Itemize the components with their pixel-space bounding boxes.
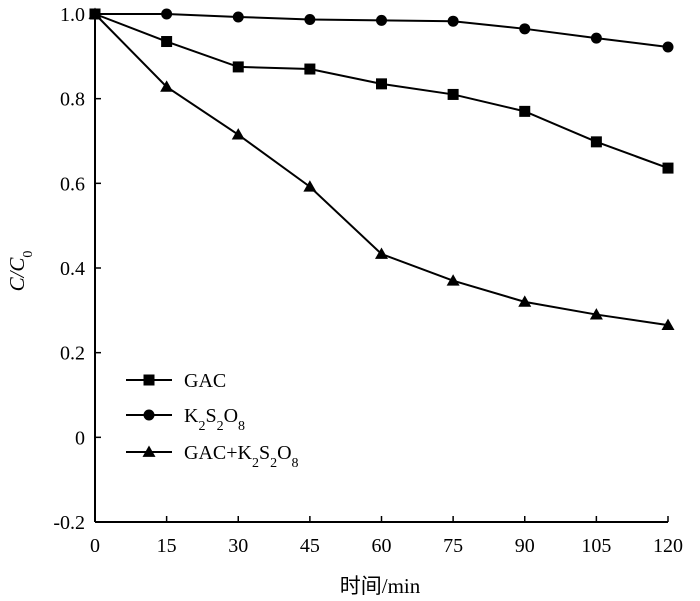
data-point xyxy=(160,80,174,92)
x-tick-label: 60 xyxy=(372,535,392,557)
data-point xyxy=(161,8,173,20)
series-square xyxy=(89,8,674,174)
x-axis-title: 时间/min xyxy=(340,574,421,598)
y-tick-label: 0.2 xyxy=(60,343,85,365)
data-point xyxy=(376,14,387,26)
data-point xyxy=(446,274,460,286)
y-tick-label: 0.8 xyxy=(60,89,85,111)
y-tick-label: 1.0 xyxy=(60,4,85,26)
data-point xyxy=(518,295,532,307)
data-point xyxy=(447,88,459,100)
series-line xyxy=(94,13,669,327)
x-tick-label: 90 xyxy=(515,535,535,557)
legend-label: GAC xyxy=(184,370,226,392)
data-point xyxy=(519,105,531,117)
data-point xyxy=(590,32,602,44)
data-point xyxy=(304,63,316,75)
legend-marker xyxy=(142,445,156,457)
x-tick-label: 105 xyxy=(581,535,611,557)
x-tick-label: 75 xyxy=(443,535,463,557)
legend-item: K2S2O8 xyxy=(126,405,245,434)
y-tick-label: 0.4 xyxy=(60,258,85,280)
data-point xyxy=(589,308,603,320)
data-point xyxy=(662,41,674,53)
data-point xyxy=(303,180,317,192)
legend-label: K2S2O8 xyxy=(184,405,245,434)
legend-label: GAC+K2S2O8 xyxy=(184,442,299,471)
y-axis-title: C/C0 xyxy=(5,251,36,292)
series-triangle xyxy=(88,7,675,331)
y-tick-label: 0.6 xyxy=(60,173,85,195)
series-layer xyxy=(88,7,675,331)
data-point xyxy=(590,136,602,148)
x-tick-label: 45 xyxy=(300,535,320,557)
x-tick-label: 0 xyxy=(90,535,100,557)
y-tick-label: -0.2 xyxy=(53,512,85,534)
data-point xyxy=(661,318,675,331)
x-tick-label: 15 xyxy=(157,535,177,557)
legend-item: GAC xyxy=(126,370,226,392)
legend: GAC K2S2O8 GAC+K2S2O8 xyxy=(126,370,299,471)
data-point xyxy=(375,247,388,259)
data-point xyxy=(232,61,244,73)
y-tick-label: 0 xyxy=(75,427,85,449)
data-point xyxy=(161,36,173,48)
axes: 0 15 30 45 60 75 90 105 120-0.200.20.40.60.81.0 xyxy=(53,4,683,557)
legend-marker xyxy=(143,374,155,386)
data-point xyxy=(662,162,674,174)
data-point xyxy=(304,14,316,26)
x-tick-label: 120 xyxy=(653,535,683,557)
data-point xyxy=(88,7,102,19)
legend-marker xyxy=(143,409,155,421)
x-tick-label: 30 xyxy=(228,535,248,557)
data-point xyxy=(376,78,387,90)
data-point xyxy=(519,23,531,35)
data-point xyxy=(447,15,459,27)
data-point xyxy=(231,128,245,140)
legend-item: GAC+K2S2O8 xyxy=(126,442,299,471)
data-point xyxy=(232,11,244,23)
